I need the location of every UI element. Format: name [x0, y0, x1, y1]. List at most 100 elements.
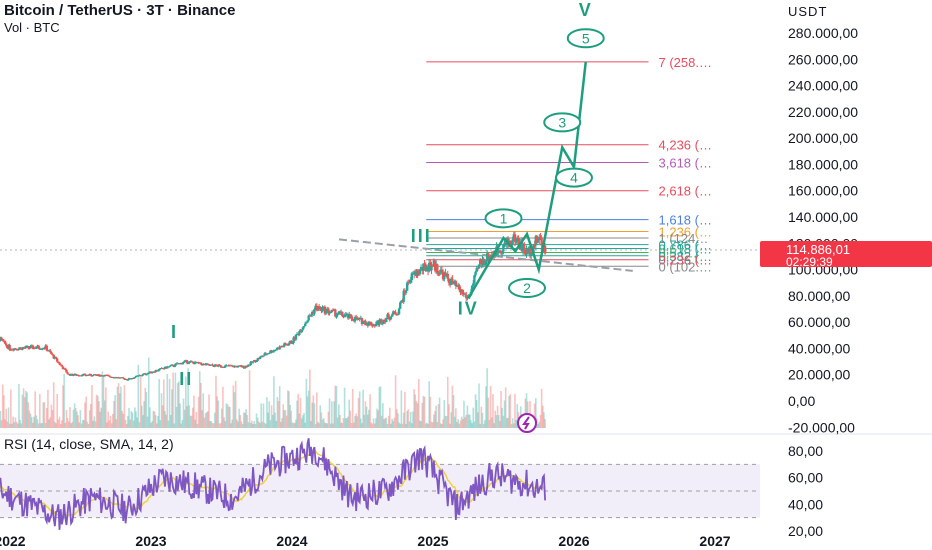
candle-body [174, 363, 177, 367]
fib-level-label: 4,236 (… [659, 138, 712, 153]
volume-bar [144, 387, 147, 428]
volume-bar [43, 402, 46, 428]
candle-body [71, 373, 74, 376]
volume-bar [139, 376, 142, 428]
candle-body [89, 374, 93, 376]
volume-bar [157, 415, 159, 428]
volume-bar [514, 393, 516, 428]
volume-bar [107, 411, 109, 428]
candle-body [171, 364, 175, 367]
volume-bar [509, 394, 512, 428]
volume-bar [275, 420, 278, 428]
volume-bar [253, 421, 256, 428]
volume-bar [67, 421, 70, 428]
candle-body [149, 371, 153, 373]
candle-body [213, 364, 217, 367]
candle-body [74, 374, 77, 376]
volume-bar [83, 419, 85, 428]
volume-label[interactable]: Vol · BTC [4, 20, 60, 35]
volume-bar [109, 415, 112, 428]
candle-body [275, 349, 278, 351]
candle-body [535, 236, 539, 243]
candle-body [334, 309, 337, 317]
candle-body [477, 264, 481, 269]
volume-bar [394, 375, 397, 428]
volume-bar [100, 407, 103, 428]
time-axis-tick: 2027 [699, 533, 730, 549]
fib-level-label: 1,618 (… [659, 213, 712, 228]
volume-bar [426, 422, 428, 428]
volume-bar [50, 404, 53, 428]
volume-bar [472, 407, 475, 428]
volume-bar [19, 419, 21, 428]
volume-bar [146, 416, 149, 428]
candle-body [394, 312, 397, 315]
candle-body [343, 315, 346, 318]
volume-bar [270, 405, 273, 428]
volume-bar [37, 423, 40, 428]
volume-bar [6, 421, 9, 428]
candle-body [399, 302, 402, 309]
elliott-minor-label: 1 [500, 210, 508, 226]
volume-bar [118, 393, 121, 428]
volume-bar [150, 422, 152, 428]
candle-body [255, 360, 258, 362]
candle-body [87, 374, 90, 376]
volume-bar [363, 414, 366, 428]
candle-body [300, 329, 303, 333]
volume-bar [72, 409, 75, 428]
volume-bar [315, 392, 318, 428]
volume-bar [544, 419, 546, 428]
volume-bar [492, 394, 494, 428]
price-axis-tick: 0,00 [788, 393, 815, 409]
volume-bar [278, 386, 281, 428]
candle-body [61, 366, 65, 370]
volume-bar [106, 422, 108, 428]
volume-bar [543, 412, 545, 428]
symbol-title[interactable]: Bitcoin / TetherUS · 3T · Binance [4, 2, 236, 19]
volume-bar [485, 386, 487, 428]
time-axis-tick: 2025 [417, 533, 448, 549]
candle-body [488, 256, 491, 262]
candle-body [64, 368, 67, 370]
volume-bar [16, 423, 19, 428]
volume-bar [502, 415, 505, 428]
volume-bar [145, 392, 148, 428]
volume-bar [289, 404, 291, 428]
elliott-minor-circle [543, 112, 582, 133]
volume-bar [76, 411, 78, 428]
candle-body [302, 326, 306, 328]
candle-body [470, 285, 474, 292]
volume-bar [344, 418, 347, 428]
volume-bar [467, 414, 470, 428]
volume-bar [95, 394, 98, 428]
volume-bar [27, 402, 30, 428]
volume-bar [229, 406, 231, 428]
volume-bar [168, 378, 171, 428]
volume-bar [399, 423, 402, 428]
volume-bar [103, 400, 106, 428]
volume-bar [338, 404, 340, 428]
volume-bar [224, 421, 227, 428]
time-axis-tick: 2023 [135, 533, 166, 549]
volume-bar [21, 394, 24, 428]
candle-body [283, 343, 286, 347]
volume-bar [147, 357, 150, 428]
candle-body [15, 348, 18, 350]
candle-body [393, 311, 396, 313]
volume-bar [49, 417, 52, 428]
volume-bar [85, 396, 87, 428]
volume-bar [78, 422, 81, 428]
volume-bar [422, 395, 425, 428]
candle-body [59, 364, 62, 366]
volume-bar [291, 422, 294, 428]
volume-bar [93, 416, 96, 428]
volume-bar [292, 423, 295, 428]
volume-bar [231, 419, 233, 428]
volume-bar [86, 421, 89, 428]
candle-body [181, 363, 184, 365]
rsi-title[interactable]: RSI (14, close, SMA, 14, 2) [4, 436, 174, 452]
price-axis-tick: 20.000,00 [788, 367, 850, 383]
volume-bar [225, 403, 228, 428]
